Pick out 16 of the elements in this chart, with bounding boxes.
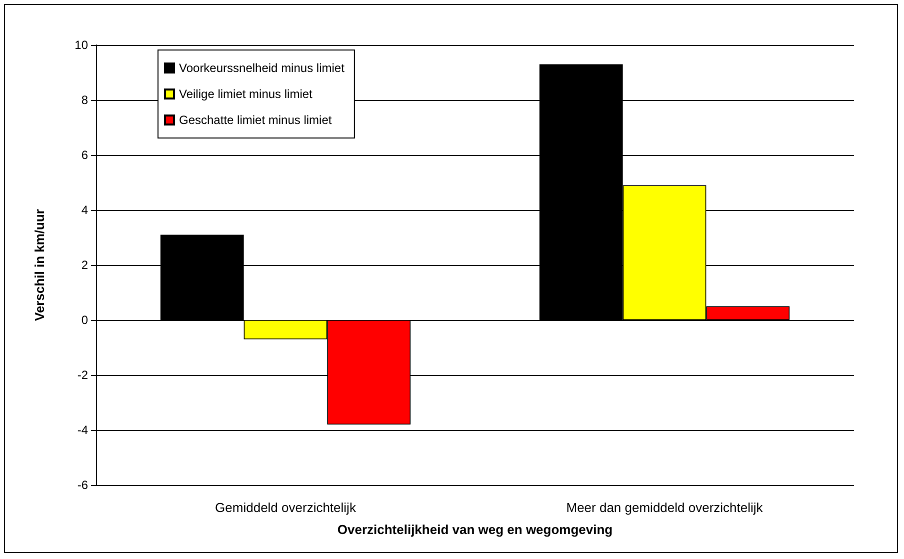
y-axis-title: Verschil in km/uur bbox=[32, 209, 47, 321]
legend-label: Veilige limiet minus limiet bbox=[179, 87, 314, 101]
y-tick-label: -4 bbox=[77, 423, 88, 437]
y-tick-label: 2 bbox=[81, 258, 88, 272]
legend-label: Geschatte limiet minus limiet bbox=[179, 113, 332, 127]
y-tick-label: -6 bbox=[77, 478, 88, 492]
y-tick-label: -2 bbox=[77, 368, 88, 382]
y-tick-label: 0 bbox=[81, 313, 88, 327]
y-tick-label: 10 bbox=[74, 38, 88, 52]
y-tick-label: 4 bbox=[81, 203, 88, 217]
y-tick-label: 6 bbox=[81, 148, 88, 162]
y-tick-label: 8 bbox=[81, 93, 88, 107]
x-tick-label: Meer dan gemiddeld overzichtelijk bbox=[566, 500, 764, 515]
x-axis-title: Overzichtelijkheid van weg en wegomgeving bbox=[337, 522, 613, 537]
x-tick-label: Gemiddeld overzichtelijk bbox=[215, 500, 356, 515]
legend-label: Voorkeurssnelheid minus limiet bbox=[179, 61, 346, 75]
